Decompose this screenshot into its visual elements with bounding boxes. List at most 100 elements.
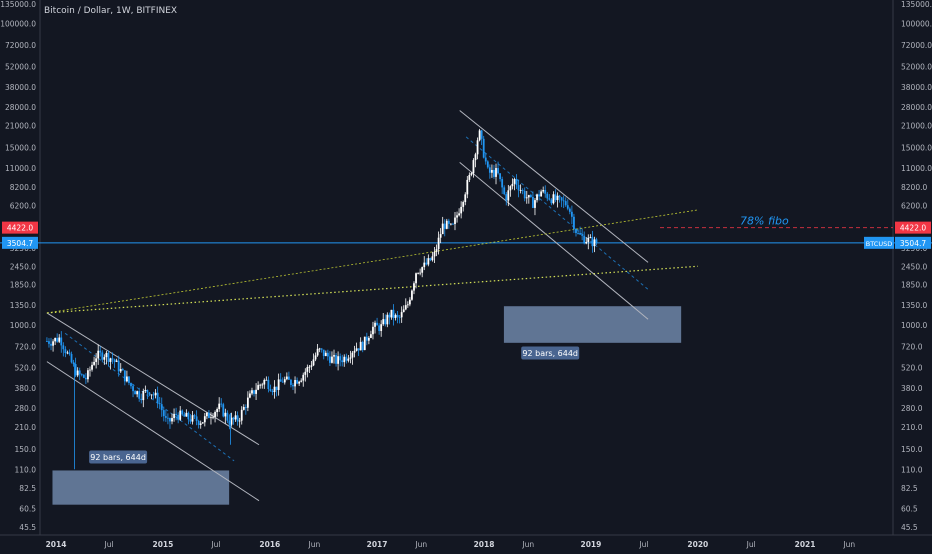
candle-body[interactable] — [238, 420, 241, 422]
candle-body[interactable] — [117, 360, 120, 372]
candle-body[interactable] — [253, 390, 255, 394]
candle-body[interactable] — [230, 417, 233, 425]
candle-body[interactable] — [144, 389, 147, 392]
left-price-axis[interactable]: 45.5 60.5 82.5 110.0 150.0 210.0 280.0 380.0 520… — [0, 0, 36, 532]
candle-body[interactable] — [300, 380, 303, 382]
candle-body[interactable] — [449, 223, 452, 225]
candle-body[interactable] — [388, 314, 391, 318]
candle-body[interactable] — [261, 384, 264, 386]
candle-body[interactable] — [538, 194, 540, 197]
candle-body[interactable] — [294, 380, 296, 387]
candle-body[interactable] — [593, 239, 596, 247]
candle-body[interactable] — [552, 194, 555, 204]
candle-body[interactable] — [76, 370, 79, 376]
candle-body[interactable] — [343, 356, 346, 363]
candle-body[interactable] — [505, 194, 508, 201]
candle-body[interactable] — [99, 350, 102, 353]
candle-body[interactable] — [570, 211, 573, 217]
candle-body[interactable] — [304, 371, 307, 375]
candle-body[interactable] — [484, 157, 487, 162]
candle-body[interactable] — [519, 190, 522, 191]
candle-body[interactable] — [497, 168, 499, 174]
candle-body[interactable] — [503, 187, 506, 195]
candle-body[interactable] — [390, 309, 393, 318]
candle-body[interactable] — [337, 356, 340, 364]
candle-body[interactable] — [265, 379, 268, 381]
candle-body[interactable] — [220, 403, 223, 405]
candle-body[interactable] — [509, 186, 512, 191]
candle-body[interactable] — [95, 358, 98, 362]
candle-body[interactable] — [452, 223, 454, 225]
candle-body[interactable] — [156, 392, 159, 404]
candle-body[interactable] — [347, 358, 350, 361]
candle-body[interactable] — [464, 194, 467, 203]
candle-body[interactable] — [54, 338, 57, 342]
candle-body[interactable] — [447, 220, 450, 224]
candle-body[interactable] — [474, 154, 477, 161]
candle-body[interactable] — [575, 229, 577, 234]
candle-body[interactable] — [240, 409, 243, 421]
candle-body[interactable] — [384, 319, 387, 325]
candle-body[interactable] — [132, 386, 134, 392]
candle-body[interactable] — [58, 337, 61, 342]
candle-body[interactable] — [56, 338, 59, 342]
candle-body[interactable] — [579, 233, 581, 235]
candle-body[interactable] — [48, 341, 50, 344]
candle-body[interactable] — [263, 379, 266, 385]
candle-body[interactable] — [573, 216, 575, 230]
candle-body[interactable] — [128, 376, 130, 384]
candle-body[interactable] — [183, 414, 186, 417]
candle-body[interactable] — [228, 420, 231, 425]
candle-body[interactable] — [101, 352, 104, 360]
candle-body[interactable] — [308, 366, 311, 368]
candle-body[interactable] — [212, 416, 214, 418]
candle-body[interactable] — [232, 417, 235, 420]
candle-body[interactable] — [181, 410, 184, 415]
candle-body[interactable] — [525, 197, 528, 199]
candle-body[interactable] — [162, 410, 165, 417]
candle-body[interactable] — [374, 322, 376, 327]
candle-body[interactable] — [197, 420, 200, 425]
candle-body[interactable] — [556, 195, 559, 201]
channel-2014-lower[interactable] — [46, 361, 260, 502]
candle-body[interactable] — [191, 415, 194, 422]
candle-body[interactable] — [470, 173, 473, 175]
candle-body[interactable] — [367, 337, 370, 341]
candle-body[interactable] — [195, 416, 198, 421]
candle-body[interactable] — [236, 415, 239, 422]
candle-body[interactable] — [511, 183, 514, 187]
candle-body[interactable] — [216, 409, 219, 413]
candle-body[interactable] — [158, 403, 161, 405]
candle-body[interactable] — [226, 412, 229, 421]
candle-body[interactable] — [175, 413, 178, 415]
candle-body[interactable] — [413, 283, 415, 291]
candle-body[interactable] — [292, 384, 294, 387]
candle-body[interactable] — [521, 190, 524, 191]
candle-body[interactable] — [89, 369, 91, 371]
long-trend-line-lower[interactable] — [46, 265, 698, 314]
candle-body[interactable] — [324, 352, 327, 357]
candle-body[interactable] — [257, 385, 260, 390]
candle-body[interactable] — [361, 341, 364, 351]
candle-body[interactable] — [322, 349, 325, 357]
candle-body[interactable] — [564, 201, 567, 206]
candle-body[interactable] — [370, 334, 372, 338]
candle-body[interactable] — [136, 391, 139, 395]
candle-body[interactable] — [339, 356, 342, 361]
candle-body[interactable] — [591, 237, 594, 247]
candle-body[interactable] — [435, 249, 438, 252]
candle-body[interactable] — [130, 383, 132, 387]
candle-body[interactable] — [554, 194, 557, 201]
candle-body[interactable] — [517, 185, 520, 191]
candle-body[interactable] — [189, 419, 192, 422]
candle-body[interactable] — [205, 412, 208, 417]
candle-body[interactable] — [103, 357, 106, 360]
candle-body[interactable] — [341, 360, 344, 363]
candle-body[interactable] — [287, 376, 290, 380]
candle-body[interactable] — [255, 389, 257, 394]
candle-body[interactable] — [380, 324, 383, 332]
candle-body[interactable] — [123, 370, 126, 382]
candle-body[interactable] — [513, 179, 516, 184]
candle-body[interactable] — [84, 377, 87, 380]
